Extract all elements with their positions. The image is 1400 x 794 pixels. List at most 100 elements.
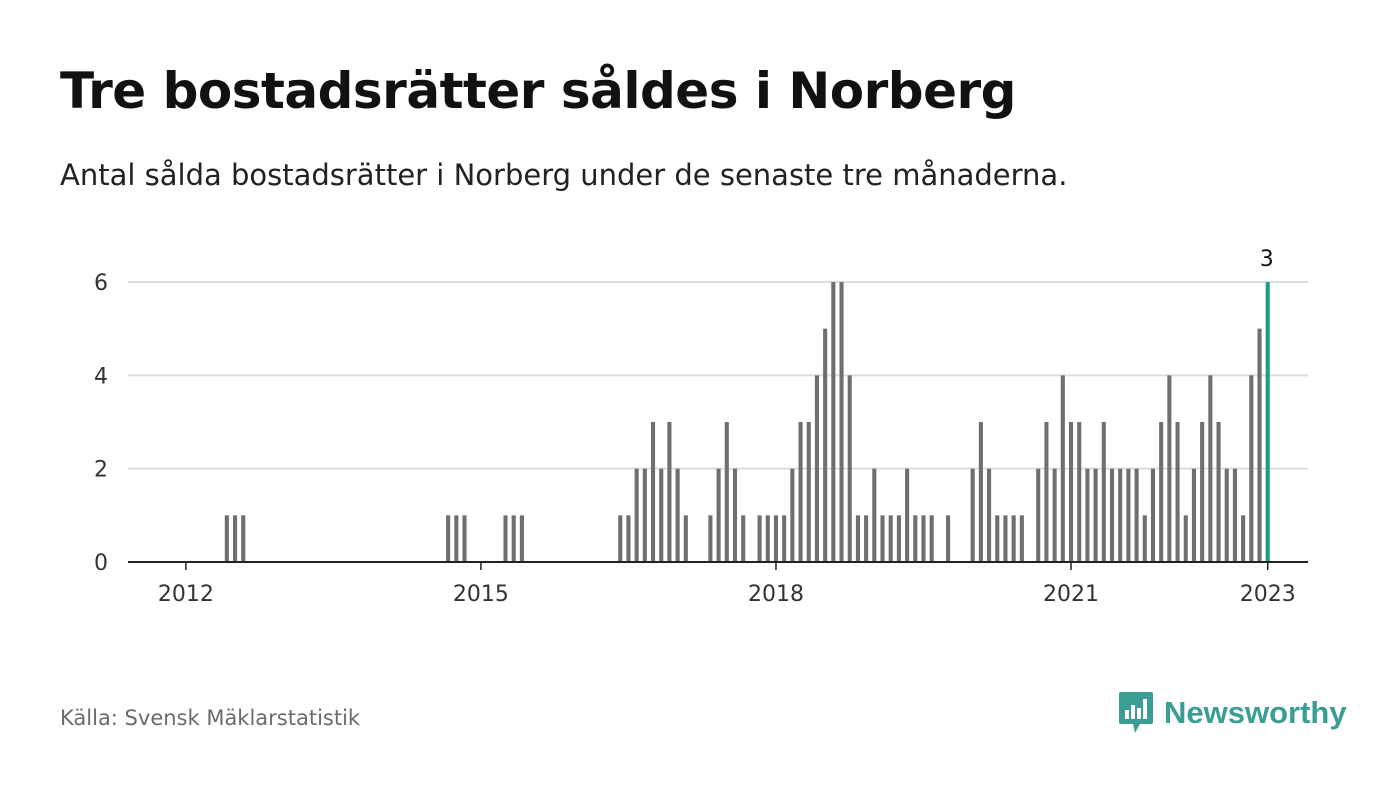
bar (634, 468, 639, 562)
bar (806, 422, 811, 562)
bar (880, 515, 885, 562)
bar (790, 468, 795, 562)
bar (823, 328, 828, 562)
bar (1085, 468, 1090, 562)
y-tick-label: 6 (94, 271, 108, 296)
bar (716, 468, 721, 562)
bar (847, 375, 852, 562)
x-axis (128, 561, 1308, 570)
bar (667, 422, 672, 562)
page-title: Tre bostadsrätter såldes i Norberg (60, 62, 1016, 120)
bar (708, 515, 713, 562)
bar (929, 515, 934, 562)
bar (1167, 375, 1172, 562)
bar (1019, 515, 1024, 562)
x-tick-label: 2023 (1240, 582, 1296, 607)
bar (1216, 422, 1221, 562)
bar (1183, 515, 1188, 562)
bar (1126, 468, 1131, 562)
brand-name: Newsworthy (1164, 695, 1347, 730)
bar (1134, 468, 1139, 562)
bar (970, 468, 975, 562)
x-tick-label: 2018 (748, 582, 804, 607)
newsworthy-logo: Newsworthy (1118, 690, 1347, 736)
x-tick-label: 2012 (158, 582, 214, 607)
bar (1257, 328, 1262, 562)
bar (1150, 468, 1156, 562)
source-note: Källa: Svensk Mäklarstatistik (60, 706, 361, 730)
bar (446, 515, 451, 562)
bar (782, 515, 787, 562)
bar (503, 515, 508, 562)
bar (1077, 422, 1082, 562)
bar (1052, 468, 1057, 562)
value-label-latest: 3 (1260, 247, 1274, 272)
bar (1175, 422, 1180, 562)
bar (732, 468, 738, 562)
bar (888, 515, 893, 562)
bar (642, 468, 647, 562)
y-axis-labels: 0 2 4 6 (94, 271, 108, 576)
bar-latest (1265, 282, 1270, 562)
bar (1093, 468, 1098, 562)
bar (905, 468, 910, 562)
bar (618, 515, 623, 562)
bar (1224, 468, 1229, 562)
bar (1249, 375, 1254, 562)
bar (1142, 515, 1147, 562)
bar (224, 515, 229, 562)
bar (913, 515, 918, 562)
y-tick-label: 4 (94, 364, 108, 389)
bar (675, 468, 680, 562)
bar (683, 515, 688, 562)
bars (224, 282, 1270, 562)
bar (765, 515, 770, 562)
bar (946, 515, 951, 562)
bar (814, 375, 819, 562)
bar-chart-speech-bubble-icon (1119, 692, 1153, 733)
bar (650, 422, 656, 562)
y-tick-label: 0 (94, 551, 108, 576)
bar (864, 515, 869, 562)
bar (831, 282, 836, 562)
bar (462, 515, 467, 562)
gridlines (128, 281, 1308, 470)
bar (1044, 422, 1049, 562)
bar (519, 515, 524, 562)
bar (987, 468, 992, 562)
x-tick-label: 2015 (453, 582, 509, 607)
bar (921, 515, 926, 562)
bar (798, 422, 803, 562)
y-tick-label: 2 (94, 458, 108, 483)
bar (1109, 468, 1115, 562)
bar (1241, 515, 1246, 562)
bar (1060, 375, 1065, 562)
bar (1011, 515, 1016, 562)
bar (773, 515, 779, 562)
bar (978, 422, 983, 562)
bar (626, 515, 631, 562)
bar (839, 282, 844, 562)
bar (724, 422, 729, 562)
annotations: 3 (1260, 247, 1274, 272)
bar-chart: 0 2 4 6 2012 2015 2018 2021 2023 3 (94, 247, 1308, 607)
bar (1208, 375, 1213, 562)
page-subtitle: Antal sålda bostadsrätter i Norberg unde… (60, 158, 1068, 192)
bar (1200, 422, 1205, 562)
x-axis-labels: 2012 2015 2018 2021 2023 (158, 582, 1296, 607)
bar (1118, 468, 1123, 562)
bar (232, 515, 238, 562)
bar (741, 515, 746, 562)
bar (1003, 515, 1008, 562)
bar (511, 515, 516, 562)
bar (1159, 422, 1164, 562)
x-tick-label: 2021 (1043, 582, 1099, 607)
bar (896, 515, 901, 562)
bar (855, 515, 860, 562)
bar (1036, 468, 1041, 562)
bar (1191, 468, 1197, 562)
bar (1232, 468, 1237, 562)
bar (659, 468, 664, 562)
bar (872, 468, 877, 562)
bar (995, 515, 1000, 562)
